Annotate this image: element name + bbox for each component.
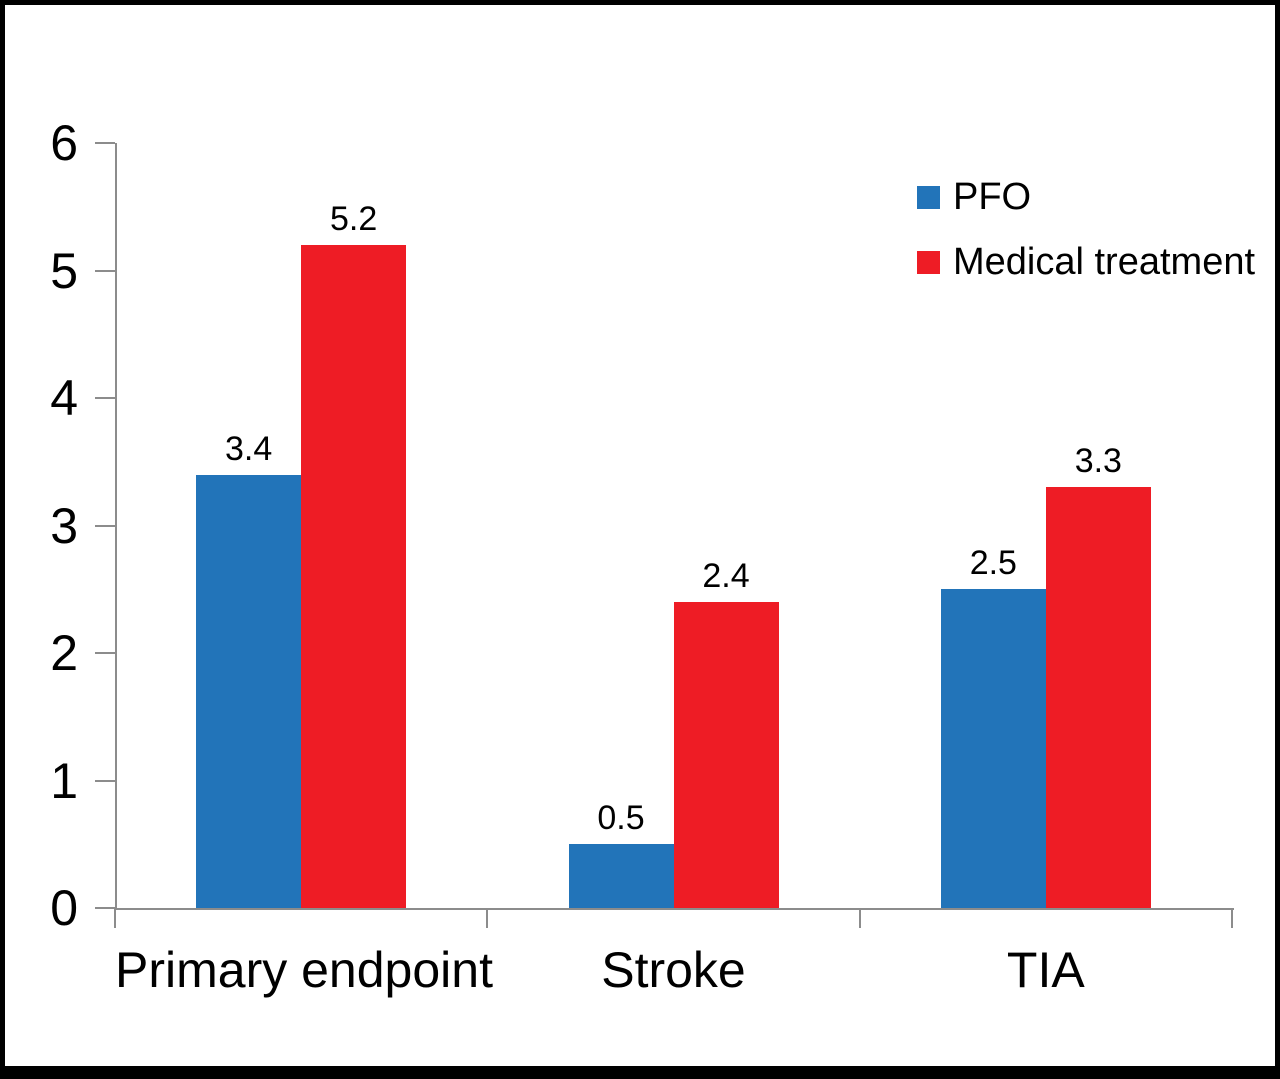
bar-pfo-primary-endpoint [196,474,302,908]
y-axis-tick [95,907,115,909]
x-axis-line [115,908,1234,910]
bar-value-label: 3.4 [225,429,273,468]
x-axis-tick [858,908,861,928]
y-axis-line [115,143,117,908]
category-label-tia: TIA [1006,942,1085,998]
bar-medical-treatment-tia [1045,487,1151,908]
legend: PFO Medical treatment [917,177,1255,282]
y-axis-tick [95,524,115,527]
bar-pfo-stroke [568,844,674,908]
legend-item-medical-treatment: Medical treatment [917,242,1255,282]
bar-value-label: 5.2 [330,200,378,238]
y-axis-tick [95,779,115,782]
bar-pfo-tia [940,589,1046,908]
bar-value-label: 3.3 [1074,442,1122,481]
y-axis-tick [95,269,115,272]
bar-medical-treatment-stroke [673,602,779,908]
y-axis-tick [95,652,115,654]
y-tick-label: 5 [50,242,78,299]
y-tick-label: 0 [50,880,78,936]
category-label-primary-endpoint: Primary endpoint [115,942,493,998]
bar-value-label: 0.5 [597,799,645,838]
x-axis-tick [1231,908,1233,928]
legend-item-pfo: PFO [917,177,1255,217]
bar-medical-treatment-primary-endpoint [301,245,407,908]
y-tick-label: 3 [50,497,78,554]
x-axis-tick [114,908,116,928]
category-label-stroke: Stroke [601,942,746,998]
legend-label-pfo: PFO [953,176,1032,218]
y-axis-tick [95,397,115,399]
medical-treatment-swatch-icon [917,250,940,274]
y-tick-label: 4 [50,370,78,426]
x-axis-tick [486,908,489,928]
y-tick-label: 6 [50,115,78,171]
legend-label-medical-treatment: Medical treatment [953,241,1256,283]
y-tick-label: 1 [50,752,78,809]
y-axis-tick [95,142,115,144]
y-tick-label: 2 [50,625,78,681]
bar-value-label: 2.5 [969,544,1017,583]
bar-value-label: 2.4 [702,557,750,595]
pfo-swatch-icon [917,185,940,209]
